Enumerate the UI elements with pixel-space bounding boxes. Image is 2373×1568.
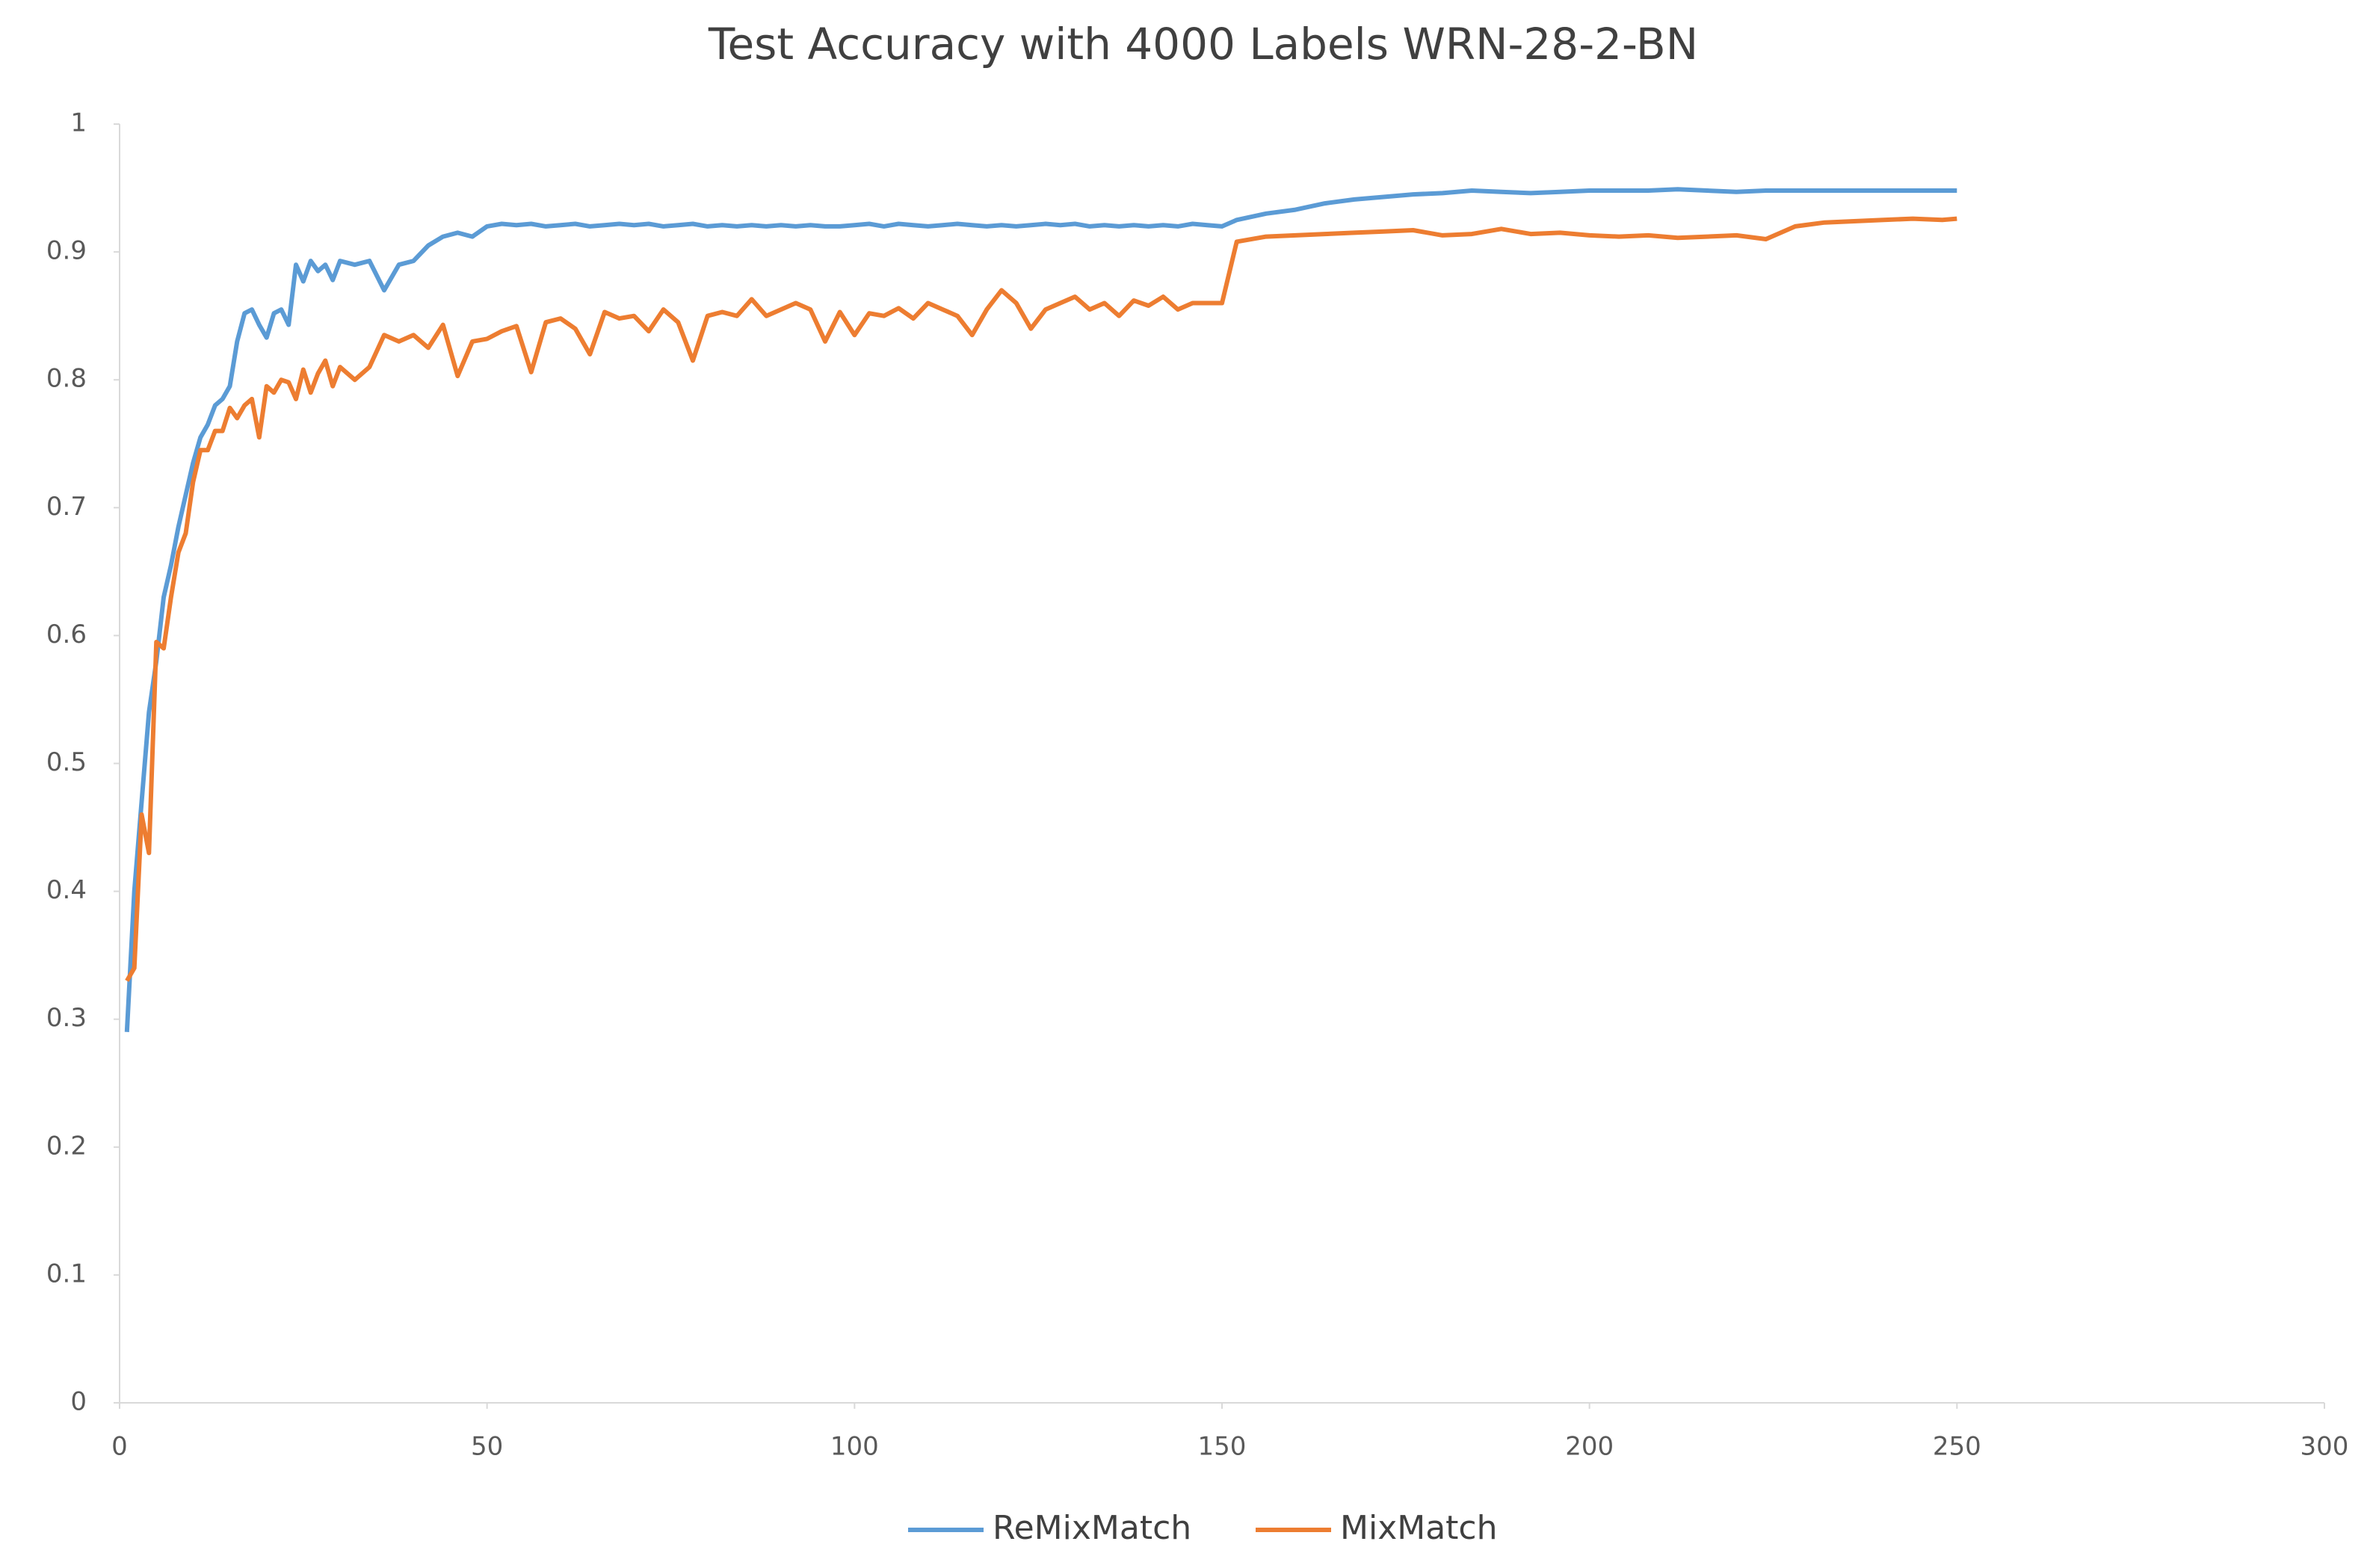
y-tick-label: 0.5 bbox=[46, 747, 87, 777]
y-tick-label: 0 bbox=[70, 1387, 87, 1417]
chart-title: Test Accuracy with 4000 Labels WRN-28-2-… bbox=[708, 19, 1698, 70]
x-tick-label: 150 bbox=[1198, 1432, 1247, 1462]
series-line bbox=[124, 187, 1957, 1032]
series-line bbox=[125, 216, 1957, 982]
x-tick-label: 100 bbox=[830, 1432, 879, 1462]
x-tick-label: 200 bbox=[1565, 1432, 1614, 1462]
y-tick-label: 0.7 bbox=[46, 492, 87, 522]
y-tick-label: 0.2 bbox=[46, 1131, 87, 1161]
y-tick-label: 1 bbox=[70, 108, 87, 138]
y-tick-label: 0.9 bbox=[46, 236, 87, 266]
legend-label: MixMatch bbox=[1340, 1509, 1497, 1547]
y-tick-label: 0.1 bbox=[46, 1259, 87, 1288]
y-tick-label: 0.8 bbox=[46, 364, 87, 394]
x-tick-label: 300 bbox=[2301, 1432, 2349, 1462]
y-tick-label: 0.4 bbox=[46, 875, 87, 905]
y-tick-label: 0.3 bbox=[46, 1003, 87, 1033]
y-tick-label: 0.6 bbox=[46, 620, 87, 649]
x-tick-label: 250 bbox=[1933, 1432, 1981, 1462]
x-tick-label: 0 bbox=[111, 1432, 128, 1462]
legend-label: ReMixMatch bbox=[993, 1509, 1191, 1547]
x-tick-label: 50 bbox=[471, 1432, 503, 1462]
